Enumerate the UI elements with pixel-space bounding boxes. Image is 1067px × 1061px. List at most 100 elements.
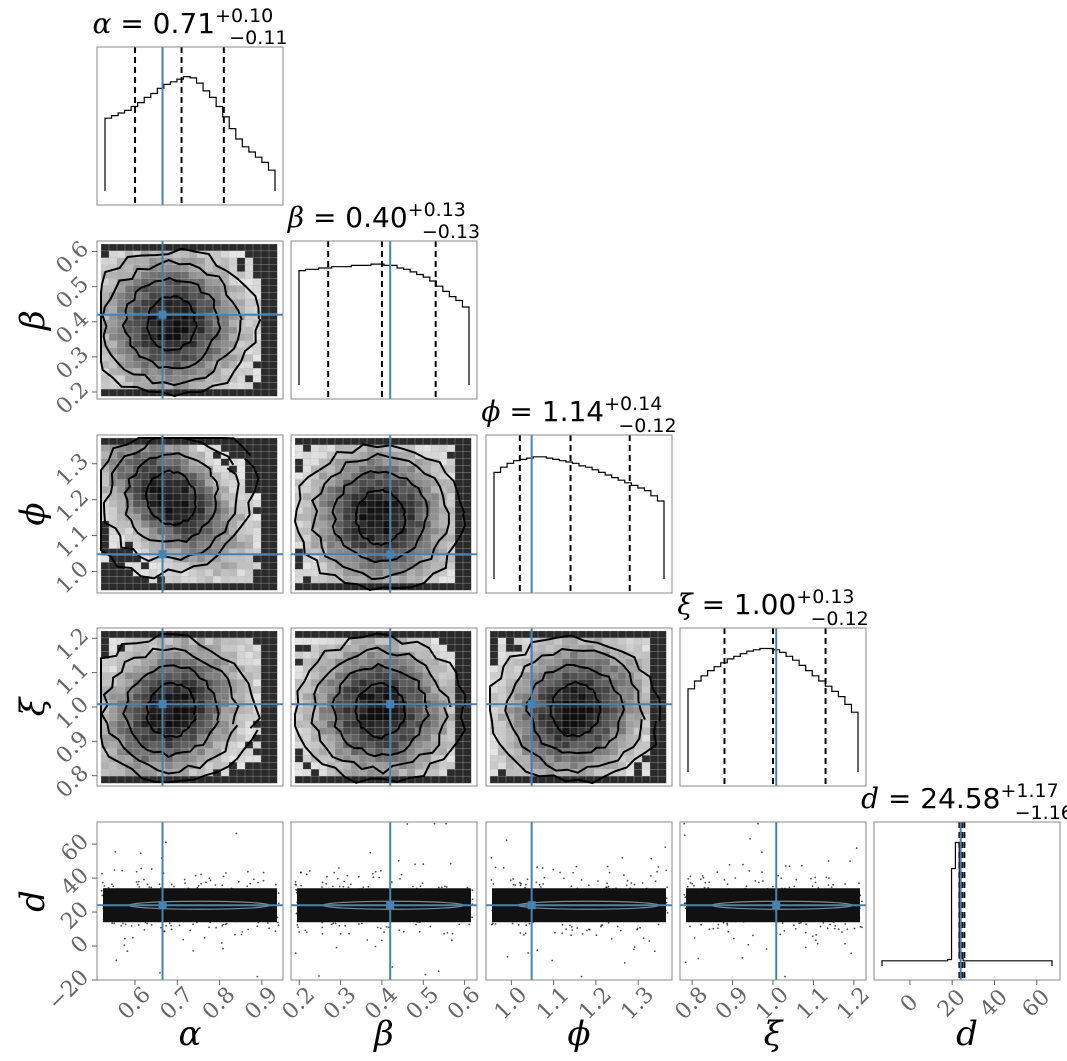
density-cell [569,762,579,770]
histogram-step [881,841,1053,966]
density-cell [236,679,246,687]
density-cell [260,706,270,715]
density-cell [180,541,190,550]
density-cell [326,562,336,570]
density-cell [497,727,507,736]
density-cell [268,720,278,729]
density-cell [609,665,619,673]
density-cell [116,292,126,300]
scatter-point [707,886,710,889]
density-cell [108,630,118,639]
density-cell [625,720,635,729]
density-cell [489,665,499,673]
density-cell [414,444,424,453]
x-tick-label: 1.3 [617,982,659,1024]
scatter-point [757,822,759,825]
density-cell [446,444,456,453]
density-cell [569,741,579,749]
density-cell [268,693,278,701]
density-cell [398,479,408,487]
density-cell [260,658,270,667]
scatter-point [344,924,346,927]
scatter-point [859,925,862,928]
density-cell [124,679,134,687]
scatter-point [861,900,863,903]
density-cell [649,769,659,777]
density-cell [236,555,246,563]
density-cell [116,340,126,349]
density-cell [164,713,174,722]
density-cell [318,527,328,536]
density-cell [422,755,432,763]
density-cell [140,727,150,736]
density-cell [140,686,150,694]
density-cell [268,382,278,390]
density-cell [148,326,158,335]
density-cell [497,755,507,763]
density-cell [172,375,182,383]
density-cell [593,679,603,687]
density-cell [294,444,304,453]
x-tick-label: 0.9 [240,982,282,1024]
density-cell [244,762,254,770]
density-cell [140,299,150,307]
density-cell [390,658,400,667]
density-cell [657,762,667,770]
density-cell [545,672,555,680]
density-cell [132,388,142,397]
x-tick-label: 0.6 [443,982,485,1024]
density-cell [390,679,400,687]
density-cell [172,500,182,508]
density-cell [350,562,360,570]
density-cell [244,630,254,639]
density-cell [390,734,400,743]
scatter-point [569,924,571,927]
density-cell [521,775,531,784]
density-cell [657,769,667,777]
contour-line [294,632,467,784]
density-cell [462,769,472,777]
density-cell [334,637,344,646]
density-cell [454,775,464,784]
density-cell [318,472,328,480]
density-cell [172,686,182,694]
scatter-point [208,926,210,929]
density-cell [294,541,304,550]
density-cell [268,278,278,286]
density-cell [268,347,278,356]
density-cell [268,500,278,508]
density-cell [350,727,360,736]
density-cell [374,672,384,680]
density-cell [108,257,118,266]
density-cell [446,500,456,508]
density-cell [172,264,182,273]
density-cell [180,250,190,259]
density-cell [430,513,440,522]
density-cell [310,576,320,584]
density-cell [268,741,278,749]
density-cell [302,493,312,501]
density-cell [260,672,270,680]
scatter-point [234,933,236,936]
density-cell [244,775,254,784]
density-cell [268,465,278,474]
density-cell [204,741,214,749]
density-cell [617,775,627,784]
density-cell [140,769,150,777]
density-cell [156,264,166,273]
scatter-point [339,933,342,935]
scatter-point [249,882,252,885]
scatter-point [745,885,748,888]
scatter-point [632,948,635,951]
density-cell [358,679,368,687]
density-cell [625,734,635,743]
density-cell [342,665,352,673]
density-cell [188,465,198,474]
density-cell [252,257,262,266]
x-tick-label: 1.2 [832,982,874,1024]
scatter-point [861,926,863,929]
density-cell [326,576,336,584]
density-cell [252,437,262,446]
scatter-point [397,859,400,862]
density-cell [390,713,400,722]
